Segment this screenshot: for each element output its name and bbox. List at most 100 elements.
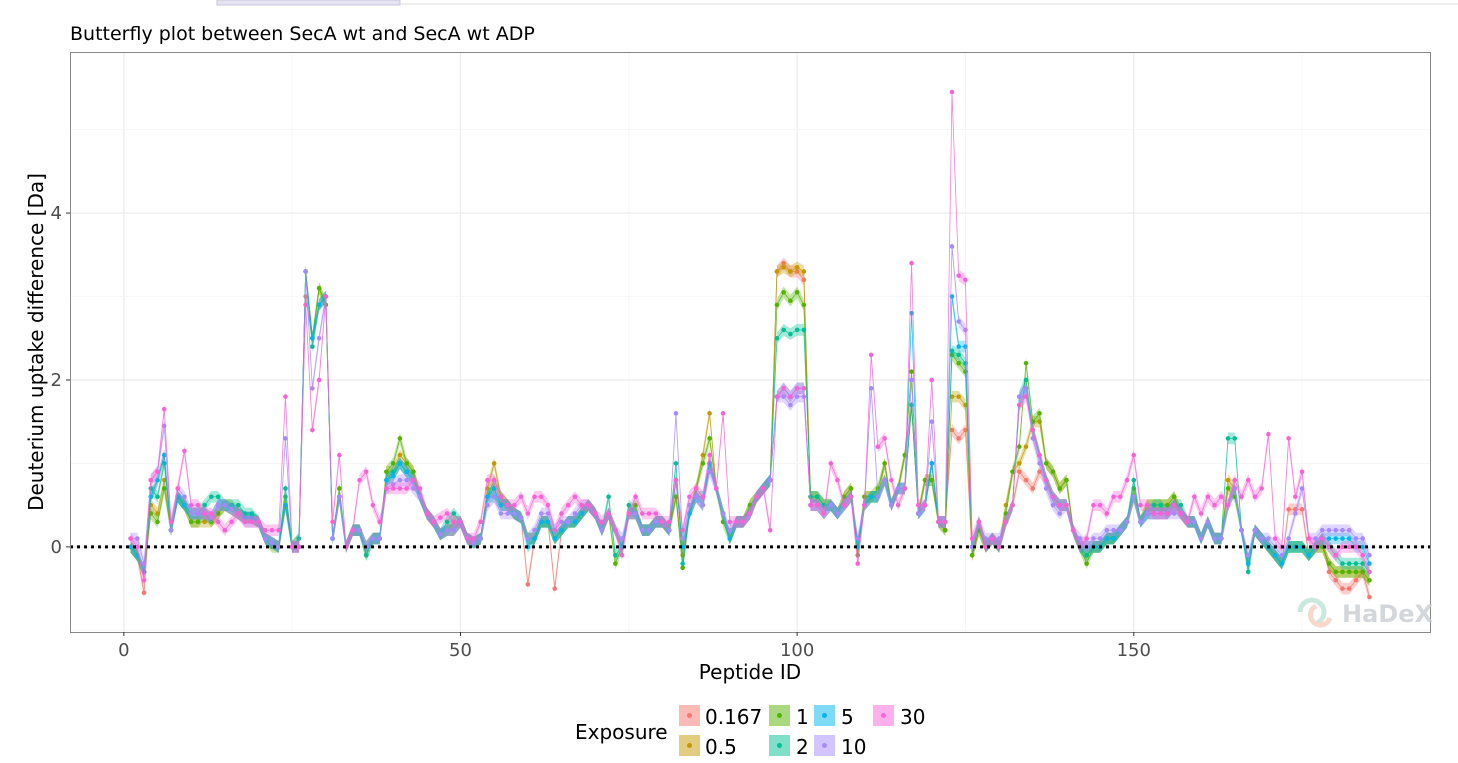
data-point <box>781 386 786 391</box>
data-point <box>1158 511 1163 516</box>
data-point <box>680 565 685 571</box>
data-point <box>390 473 396 479</box>
data-point <box>310 427 315 433</box>
data-point <box>680 536 685 541</box>
data-point <box>168 519 174 525</box>
data-point <box>956 344 962 349</box>
plot-border <box>70 52 1431 633</box>
data-point <box>1003 519 1009 525</box>
data-point <box>794 327 800 333</box>
y-tick-label: 2 <box>51 370 62 391</box>
data-point <box>404 461 409 466</box>
data-point <box>1333 552 1339 558</box>
uncertainty-ribbon <box>130 265 1370 578</box>
legend-key-dot <box>687 713 692 718</box>
data-point <box>707 452 712 458</box>
data-point <box>404 477 409 483</box>
data-point <box>350 527 356 533</box>
data-point <box>1279 561 1285 566</box>
data-point <box>390 486 396 491</box>
data-point <box>1272 536 1278 541</box>
data-point <box>1353 569 1359 575</box>
data-point <box>895 502 901 508</box>
data-point <box>518 494 524 500</box>
data-point <box>1104 536 1110 541</box>
legend-key-dot <box>881 713 886 718</box>
data-point <box>633 502 638 508</box>
data-point <box>249 515 255 520</box>
data-point <box>1326 536 1332 541</box>
data-point <box>660 519 665 525</box>
data-point <box>1111 536 1116 541</box>
data-point <box>182 448 187 454</box>
data-point <box>1225 436 1231 441</box>
legend-key-dot <box>687 743 692 748</box>
data-point <box>209 515 214 520</box>
data-point <box>936 519 941 525</box>
data-point <box>485 477 490 483</box>
data-point <box>532 494 537 500</box>
data-point <box>559 527 564 533</box>
data-point <box>310 344 315 349</box>
data-point <box>1178 511 1184 516</box>
legend-item-1: 1 <box>769 705 809 729</box>
data-point <box>801 302 807 308</box>
data-point <box>1367 561 1372 566</box>
data-point <box>909 260 914 266</box>
legend-key-dot <box>777 743 782 748</box>
data-point <box>700 461 706 466</box>
data-point <box>808 502 813 508</box>
data-point <box>209 494 214 500</box>
data-point <box>128 544 133 550</box>
series-layer <box>128 86 1372 603</box>
data-point <box>828 461 834 466</box>
data-point <box>1205 519 1211 525</box>
data-point <box>592 511 598 516</box>
data-point <box>781 327 786 333</box>
data-point <box>1084 561 1089 566</box>
data-point <box>855 536 861 541</box>
data-point <box>390 461 396 466</box>
data-point <box>1266 431 1271 437</box>
data-point <box>1326 569 1332 575</box>
data-point <box>424 511 430 516</box>
data-point <box>1333 569 1339 575</box>
data-point <box>794 394 800 399</box>
data-point <box>1171 511 1177 516</box>
data-point <box>1245 477 1251 483</box>
data-point <box>1097 502 1103 508</box>
data-point <box>202 502 207 508</box>
data-point <box>370 502 376 508</box>
data-point <box>1346 569 1352 575</box>
data-point <box>229 507 234 512</box>
data-point <box>1104 511 1110 516</box>
data-point <box>471 536 477 541</box>
data-point <box>727 527 733 533</box>
legend-item-10: 10 <box>814 735 866 759</box>
data-point <box>1117 527 1123 533</box>
data-point <box>673 494 679 500</box>
data-point <box>613 527 618 533</box>
data-point <box>734 519 739 525</box>
data-point <box>498 502 504 508</box>
data-point <box>1111 527 1116 533</box>
data-point <box>808 494 813 500</box>
data-point <box>209 511 214 516</box>
data-point <box>983 536 988 541</box>
data-point <box>599 527 605 533</box>
top-tab-fragment[interactable] <box>216 0 401 6</box>
data-point <box>384 477 389 483</box>
data-point <box>1158 502 1163 508</box>
uncertainty-ribbon <box>130 265 1370 578</box>
data-point <box>700 494 706 500</box>
data-point <box>572 494 578 500</box>
data-point <box>1259 536 1264 541</box>
data-point <box>370 536 376 541</box>
data-point <box>478 519 483 525</box>
data-point <box>801 269 807 274</box>
data-point <box>1232 436 1238 441</box>
data-point <box>929 419 935 424</box>
data-point <box>1313 536 1318 541</box>
data-point <box>606 511 611 516</box>
data-point <box>754 494 760 500</box>
